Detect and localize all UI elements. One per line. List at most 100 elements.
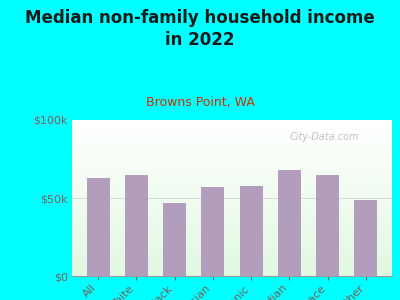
Bar	[201, 187, 224, 276]
Bar	[72, 221, 392, 223]
Bar	[72, 203, 392, 204]
Bar	[72, 273, 392, 274]
Bar	[72, 167, 392, 168]
Bar	[72, 181, 392, 182]
Bar	[72, 200, 392, 201]
Bar	[72, 182, 392, 184]
Bar	[72, 236, 392, 237]
Bar	[72, 154, 392, 156]
Text: Median non-family household income
in 2022: Median non-family household income in 20…	[25, 9, 375, 49]
Bar	[86, 178, 110, 276]
Bar	[72, 131, 392, 133]
Bar	[72, 224, 392, 226]
Bar	[72, 170, 392, 172]
Bar	[72, 260, 392, 262]
Bar	[72, 263, 392, 265]
Bar	[72, 265, 392, 267]
Bar	[72, 257, 392, 259]
Bar	[72, 156, 392, 158]
Bar	[72, 193, 392, 195]
Bar	[72, 270, 392, 271]
Bar	[72, 271, 392, 273]
Bar	[72, 238, 392, 240]
Bar	[72, 136, 392, 137]
Bar	[72, 217, 392, 218]
Bar	[72, 268, 392, 270]
Bar	[72, 198, 392, 200]
Bar	[72, 232, 392, 234]
Bar	[72, 196, 392, 198]
Bar	[72, 165, 392, 167]
Bar	[72, 215, 392, 217]
Text: City-Data.com: City-Data.com	[290, 133, 359, 142]
Bar	[72, 173, 392, 175]
Bar	[72, 243, 392, 245]
Bar	[72, 126, 392, 128]
Bar	[72, 158, 392, 159]
Bar	[72, 211, 392, 212]
Bar	[72, 128, 392, 129]
Bar	[72, 143, 392, 145]
Bar	[72, 190, 392, 192]
Bar	[72, 248, 392, 250]
Bar	[72, 123, 392, 125]
Bar	[72, 129, 392, 131]
Bar	[72, 151, 392, 153]
Bar	[72, 223, 392, 224]
Bar	[72, 179, 392, 181]
Bar	[72, 137, 392, 139]
Bar	[72, 142, 392, 143]
Bar	[72, 120, 392, 122]
Bar	[72, 228, 392, 229]
Bar	[72, 187, 392, 189]
Bar	[72, 140, 392, 142]
Bar	[72, 246, 392, 248]
Bar	[72, 204, 392, 206]
Bar	[72, 159, 392, 160]
Bar	[72, 201, 392, 203]
Bar	[72, 253, 392, 254]
Bar	[72, 207, 392, 209]
Bar	[72, 209, 392, 211]
Bar	[72, 234, 392, 236]
Bar	[72, 160, 392, 162]
Bar	[72, 139, 392, 140]
Bar	[72, 250, 392, 251]
Bar	[72, 242, 392, 243]
Bar	[72, 254, 392, 256]
Bar	[72, 162, 392, 164]
Bar	[72, 176, 392, 178]
Bar	[72, 133, 392, 134]
Bar	[72, 148, 392, 150]
Bar	[72, 229, 392, 231]
Bar	[72, 231, 392, 232]
Bar	[72, 134, 392, 136]
Bar	[72, 184, 392, 185]
Bar	[72, 164, 392, 165]
Bar	[72, 192, 392, 193]
Bar	[72, 122, 392, 123]
Bar	[72, 220, 392, 221]
Bar	[72, 150, 392, 151]
Bar	[72, 251, 392, 253]
Bar	[72, 262, 392, 263]
Bar	[72, 226, 392, 228]
Bar	[72, 237, 392, 238]
Bar	[72, 218, 392, 220]
Bar	[72, 146, 392, 148]
Bar	[72, 153, 392, 154]
Bar	[72, 195, 392, 196]
Bar	[72, 212, 392, 214]
Bar	[240, 185, 263, 276]
Bar	[72, 274, 392, 276]
Bar	[72, 240, 392, 242]
Bar	[72, 256, 392, 257]
Bar	[72, 206, 392, 207]
Bar	[72, 168, 392, 170]
Bar	[354, 200, 378, 276]
Bar	[72, 178, 392, 179]
Bar	[72, 185, 392, 187]
Bar	[163, 203, 186, 276]
Bar	[278, 170, 301, 276]
Bar	[72, 245, 392, 246]
